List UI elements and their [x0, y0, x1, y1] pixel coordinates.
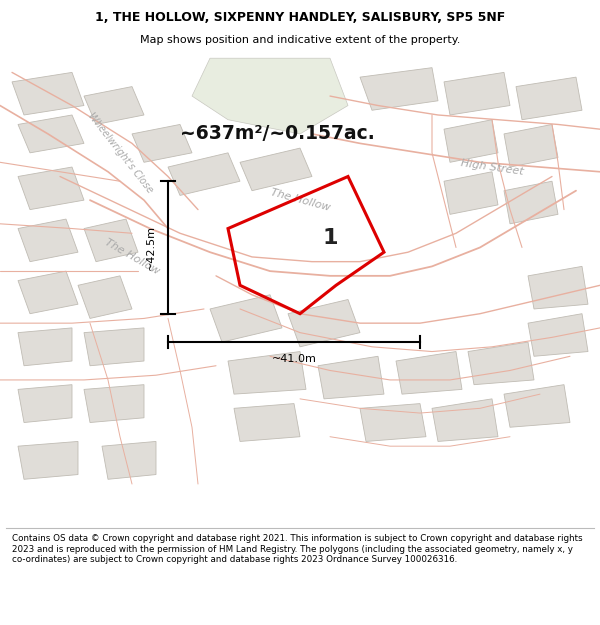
Polygon shape	[102, 441, 156, 479]
Text: ~637m²/~0.157ac.: ~637m²/~0.157ac.	[180, 124, 375, 143]
Polygon shape	[444, 172, 498, 214]
Polygon shape	[432, 399, 498, 441]
Polygon shape	[234, 404, 300, 441]
Polygon shape	[504, 181, 558, 224]
Text: The Hollow: The Hollow	[103, 238, 161, 277]
Text: ~41.0m: ~41.0m	[272, 354, 316, 364]
Polygon shape	[396, 351, 462, 394]
Polygon shape	[18, 384, 72, 423]
Polygon shape	[18, 167, 84, 209]
Text: Map shows position and indicative extent of the property.: Map shows position and indicative extent…	[140, 35, 460, 45]
Polygon shape	[228, 351, 306, 394]
Polygon shape	[84, 219, 138, 262]
Polygon shape	[504, 124, 558, 167]
Polygon shape	[528, 266, 588, 309]
Text: Contains OS data © Crown copyright and database right 2021. This information is : Contains OS data © Crown copyright and d…	[12, 534, 583, 564]
Polygon shape	[84, 87, 144, 124]
Polygon shape	[528, 314, 588, 356]
Polygon shape	[84, 384, 144, 423]
Polygon shape	[192, 58, 348, 134]
Polygon shape	[516, 77, 582, 120]
Polygon shape	[240, 148, 312, 191]
Text: The Hollow: The Hollow	[269, 188, 331, 213]
Polygon shape	[78, 276, 132, 318]
Polygon shape	[18, 441, 78, 479]
Text: ~42.5m: ~42.5m	[146, 225, 156, 270]
Text: Wheelwright's Close: Wheelwright's Close	[86, 111, 154, 195]
Polygon shape	[444, 120, 498, 162]
Polygon shape	[360, 404, 426, 441]
Polygon shape	[318, 356, 384, 399]
Text: 1, THE HOLLOW, SIXPENNY HANDLEY, SALISBURY, SP5 5NF: 1, THE HOLLOW, SIXPENNY HANDLEY, SALISBU…	[95, 11, 505, 24]
Text: High Street: High Street	[460, 158, 524, 176]
Polygon shape	[444, 72, 510, 115]
Polygon shape	[84, 328, 144, 366]
Polygon shape	[504, 384, 570, 428]
Polygon shape	[168, 153, 240, 196]
Polygon shape	[468, 342, 534, 384]
Polygon shape	[12, 72, 84, 115]
Polygon shape	[210, 295, 282, 342]
Polygon shape	[132, 124, 192, 162]
Polygon shape	[18, 115, 84, 153]
Polygon shape	[18, 328, 72, 366]
Polygon shape	[18, 219, 78, 262]
Polygon shape	[288, 299, 360, 347]
Text: 1: 1	[322, 228, 338, 248]
Polygon shape	[18, 271, 78, 314]
Polygon shape	[360, 68, 438, 110]
